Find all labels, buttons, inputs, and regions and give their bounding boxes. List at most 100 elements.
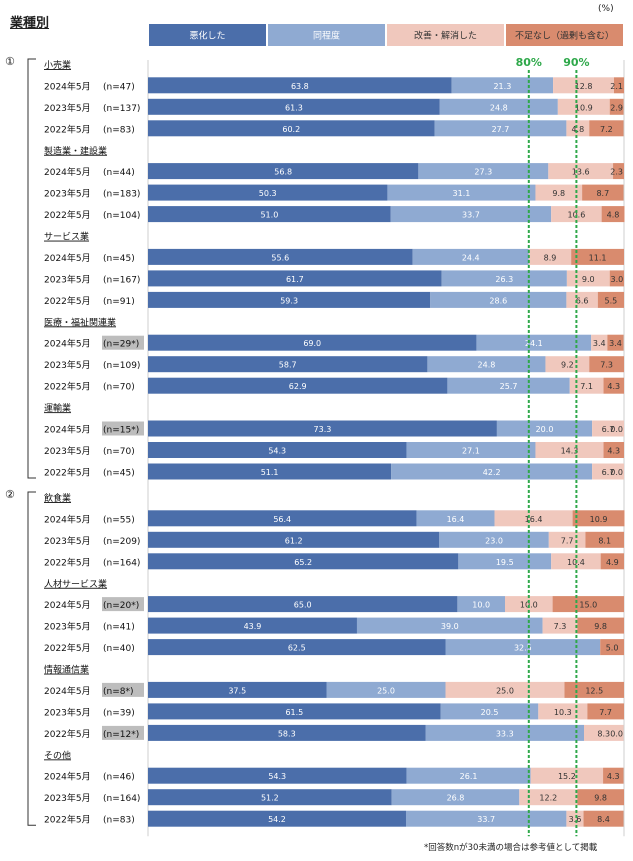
- row-n-label: (n=47): [103, 82, 135, 92]
- bar-segment-4: [600, 639, 624, 656]
- bar-segment-4: [609, 270, 624, 287]
- bar-segment-1: [148, 356, 428, 373]
- row-label: 2023年5月: [44, 621, 91, 633]
- bar-segment-4: [601, 206, 625, 223]
- bar-segment-4: [552, 596, 624, 613]
- row-n-label: (n=70): [103, 447, 135, 457]
- group-bracket: [27, 491, 36, 826]
- bar-segment-3: [592, 420, 624, 437]
- bar-value-label: 0.0: [610, 468, 623, 477]
- bar-segment-3: [530, 767, 604, 784]
- bar-segment-4: [589, 120, 624, 137]
- legend-swatch-4: [506, 24, 623, 46]
- bar-segment-2: [326, 681, 446, 698]
- bar-segment-1: [148, 639, 446, 656]
- bar-value-label: 6.6: [576, 296, 589, 305]
- bar-value-label: 33.7: [462, 211, 480, 220]
- bar-value-label: 73.3: [314, 425, 332, 434]
- bar-value-label: 37.5: [228, 686, 246, 695]
- reference-line-label: 90%: [563, 56, 589, 69]
- bar-value-label: 13.6: [572, 168, 590, 177]
- row-label: 2023年5月: [44, 706, 91, 718]
- bar-value-label: 24.4: [462, 253, 480, 262]
- bar-value-label: 39.0: [441, 622, 459, 631]
- bar-value-label: 50.3: [259, 189, 277, 198]
- row-n-label: (n=91): [103, 297, 135, 307]
- bar-value-label: 25.0: [496, 686, 514, 695]
- bar-value-label: 56.4: [273, 515, 291, 524]
- bar-segment-4: [571, 248, 624, 265]
- bar-segment-2: [496, 420, 593, 437]
- bar-value-label: 56.8: [274, 168, 292, 177]
- bar-segment-1: [148, 248, 413, 265]
- row-n-label: (n=29*): [103, 340, 139, 350]
- bar-value-label: 65.2: [294, 558, 312, 567]
- bar-value-label: 8.3: [597, 729, 610, 738]
- bar-segment-2: [418, 163, 549, 180]
- bar-value-label: 2.3: [610, 168, 623, 177]
- chart-title: 業種別: [10, 16, 50, 31]
- bar-value-label: 3.0: [610, 275, 623, 284]
- bar-segment-4: [603, 767, 624, 784]
- bar-value-label: 8.7: [596, 189, 609, 198]
- bar-segment-2: [391, 463, 593, 480]
- bar-value-label: 4.3: [607, 772, 620, 781]
- bar-value-label: 60.2: [282, 125, 300, 134]
- row-label: 2024年5月: [44, 338, 91, 350]
- row-n-label: (n=183): [103, 190, 140, 200]
- bar-segment-2: [387, 184, 536, 201]
- bar-value-label: 61.7: [286, 275, 304, 284]
- bar-value-label: 27.1: [462, 447, 480, 456]
- row-n-label: (n=12*): [103, 730, 139, 740]
- bar-segment-2: [440, 703, 539, 720]
- row-label: 2022年5月: [44, 295, 91, 307]
- bar-value-label: 54.3: [268, 772, 286, 781]
- bar-value-label: 27.7: [492, 125, 510, 134]
- legend-label-4: 不足なし（過剰も含む）: [515, 30, 614, 42]
- row-n-label: (n=8*): [103, 687, 134, 697]
- bar-value-label: 5.5: [605, 296, 618, 305]
- row-label: 2022年5月: [44, 814, 91, 826]
- bar-value-label: 23.0: [485, 536, 503, 545]
- legend-swatch-2: [268, 24, 385, 46]
- bar-segment-2: [434, 120, 567, 137]
- bar-value-label: 55.6: [271, 253, 289, 262]
- bar-value-label: 0.0: [610, 729, 623, 738]
- bar-value-label: 61.2: [285, 536, 303, 545]
- bar-segment-2: [390, 206, 552, 223]
- row-label: 2023年5月: [44, 273, 91, 285]
- bar-segment-4: [614, 77, 624, 94]
- bar-segment-2: [412, 248, 529, 265]
- bar-segment-4: [613, 163, 624, 180]
- bar-segment-3: [535, 184, 583, 201]
- reference-value-highlight: [102, 335, 144, 350]
- bar-value-label: 7.3: [554, 622, 567, 631]
- bar-segment-2: [405, 810, 567, 827]
- row-n-label: (n=164): [103, 794, 140, 804]
- bar-value-label: 8.4: [597, 815, 610, 824]
- bar-value-label: 2.1: [610, 82, 623, 91]
- bar-value-label: 51.2: [261, 794, 279, 803]
- bar-value-label: 25.7: [500, 382, 518, 391]
- bar-value-label: 43.9: [244, 622, 262, 631]
- bar-value-label: 4.9: [606, 558, 619, 567]
- bar-segment-3: [566, 810, 584, 827]
- row-label: 2022年5月: [44, 556, 91, 568]
- bar-segment-2: [451, 77, 554, 94]
- row-label: 2023年5月: [44, 102, 91, 114]
- bar-value-label: 8.9: [544, 253, 557, 262]
- bar-value-label: 62.9: [289, 382, 307, 391]
- row-label: 2022年5月: [44, 381, 91, 393]
- bar-segment-2: [391, 789, 520, 806]
- reference-value-highlight: [102, 725, 144, 740]
- bar-segment-4: [597, 291, 624, 308]
- bar-segment-3: [519, 789, 578, 806]
- bar-segment-1: [148, 767, 407, 784]
- bar-segment-4: [583, 810, 624, 827]
- bar-segment-2: [445, 639, 601, 656]
- reference-value-highlight: [102, 421, 144, 436]
- bar-value-label: 32.5: [514, 644, 532, 653]
- industry-heading: 人材サービス業: [44, 578, 107, 590]
- bar-segment-1: [148, 510, 417, 527]
- bar-value-label: 26.3: [495, 275, 513, 284]
